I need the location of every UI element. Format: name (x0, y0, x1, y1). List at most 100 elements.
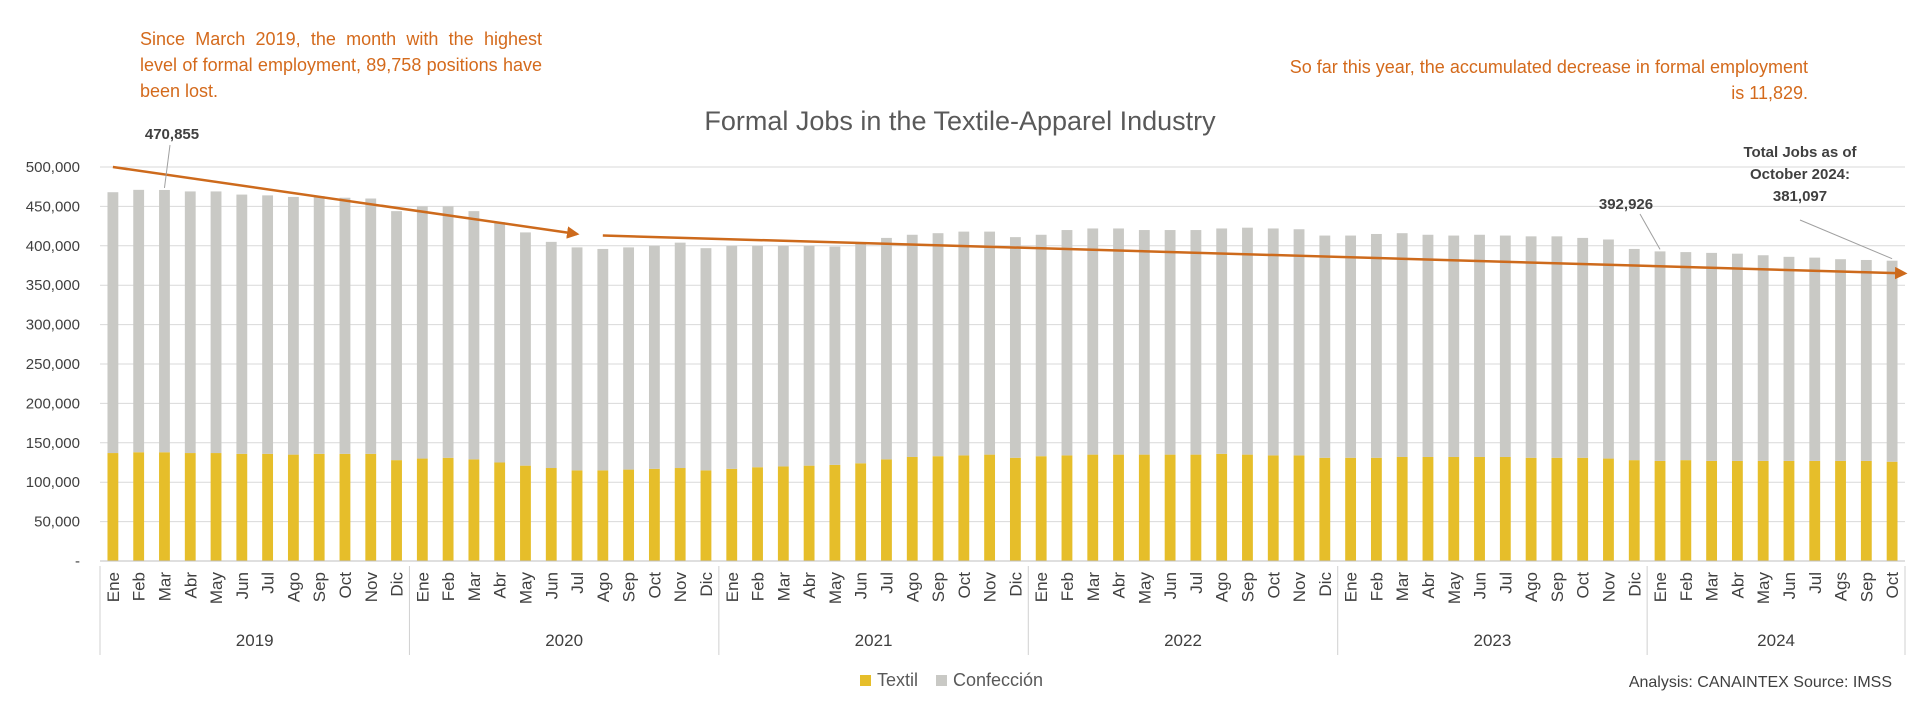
bar-textil (442, 457, 454, 561)
bar-confeccion (906, 234, 918, 457)
x-tick-month: Oct (1574, 572, 1593, 599)
bar-textil (1293, 455, 1305, 561)
x-tick-month: Jul (1187, 572, 1206, 594)
x-tick-year: 2022 (1164, 631, 1202, 650)
bar-textil (1551, 457, 1563, 561)
x-tick-month: Mar (1703, 572, 1722, 602)
bar-confeccion (1009, 237, 1021, 458)
bar-confeccion (1190, 230, 1202, 455)
bar-textil (1886, 461, 1898, 561)
bar-confeccion (1551, 236, 1563, 458)
bar-confeccion (1267, 228, 1279, 456)
bar-confeccion (494, 222, 506, 463)
bar-confeccion (1087, 228, 1099, 455)
bar-textil (545, 468, 557, 561)
bar-textil (726, 468, 738, 561)
x-tick-month: Sep (929, 572, 948, 602)
bar-confeccion (1422, 234, 1434, 457)
annotation-right: So far this year, the accumulated decrea… (1289, 57, 1808, 103)
x-tick-month: Abr (181, 572, 200, 599)
x-tick-month: Oct (1883, 572, 1902, 599)
bar-confeccion (210, 191, 222, 454)
bar-confeccion (1731, 253, 1743, 461)
x-tick-month: Nov (1599, 572, 1618, 603)
x-tick-year: 2021 (855, 631, 893, 650)
bar-confeccion (571, 247, 583, 471)
x-tick-month: Dic (697, 572, 716, 597)
x-tick-month: May (1445, 572, 1464, 605)
x-tick-month: Ago (903, 572, 922, 602)
bar-textil (1809, 460, 1821, 561)
bar-confeccion (442, 206, 454, 458)
x-tick-month: Feb (1367, 572, 1386, 601)
x-tick-month: Dic (1316, 572, 1335, 597)
bar-confeccion (700, 248, 712, 471)
bar-textil (1138, 454, 1150, 561)
x-tick-month: Jul (1496, 572, 1515, 594)
bar-confeccion (365, 198, 377, 454)
source-note: Analysis: CANAINTEX Source: IMSS (1628, 674, 1892, 691)
x-tick-month: Nov (362, 572, 381, 603)
x-tick-month: Sep (1238, 572, 1257, 602)
bar-textil (1216, 453, 1228, 561)
bar-confeccion (1345, 235, 1357, 458)
y-tick-label: 50,000 (34, 514, 80, 531)
bar-textil (184, 453, 196, 561)
bar-confeccion (1886, 260, 1898, 462)
bar-textil (881, 459, 892, 561)
bar-textil (262, 453, 274, 561)
bar-textil (932, 456, 944, 561)
x-tick-month: Jun (1471, 572, 1490, 599)
bar-textil (133, 452, 145, 561)
x-tick-month: May (516, 572, 535, 605)
bar-confeccion (597, 248, 609, 471)
bar-textil (1267, 455, 1279, 561)
x-tick-month: Ago (594, 572, 613, 602)
bar-confeccion (623, 247, 635, 470)
x-tick-month: Ene (1651, 572, 1670, 602)
bar-textil (1706, 460, 1718, 561)
bar-confeccion (1783, 256, 1795, 461)
bar-textil (1860, 460, 1872, 561)
bar-textil (1061, 455, 1073, 561)
bar-confeccion (159, 189, 170, 453)
bar-confeccion (1061, 230, 1073, 456)
x-tick-month: Sep (310, 572, 329, 602)
legend-item-textil: Textil (860, 670, 918, 691)
bar-textil (1164, 454, 1176, 561)
bar-confeccion (726, 245, 738, 469)
bar-confeccion (1860, 259, 1872, 461)
bar-confeccion (1628, 248, 1640, 461)
bar-textil (674, 468, 686, 561)
bar-textil (1242, 454, 1253, 561)
leader-line (1799, 219, 1893, 260)
x-tick-month: Nov (671, 572, 690, 603)
bar-confeccion (984, 231, 996, 455)
leader-line (1639, 213, 1661, 250)
x-tick-month: Ene (1032, 572, 1051, 602)
bar-textil (1396, 456, 1408, 561)
y-tick-label: 100,000 (26, 474, 80, 491)
y-tick-label: 400,000 (26, 238, 80, 255)
bar-textil (803, 465, 815, 561)
trend-arrow (602, 234, 1908, 280)
x-tick-month: Mar (1084, 572, 1103, 602)
x-tick-month: Dic (388, 572, 407, 597)
y-tick-label: 300,000 (26, 317, 80, 334)
x-tick-month: Nov (1290, 572, 1309, 603)
x-tick-month: Jul (1806, 572, 1825, 594)
x-tick-month: Feb (1058, 572, 1077, 601)
bar-confeccion (1035, 234, 1047, 457)
x-tick-month: Jun (233, 572, 252, 599)
bar-textil (1835, 460, 1846, 561)
bar-confeccion (1396, 233, 1408, 457)
value-label-total-line3: 381,097 (1773, 188, 1827, 205)
x-tick-month: Abr (1728, 572, 1747, 599)
bar-confeccion (236, 194, 248, 454)
bar-confeccion (1319, 235, 1331, 458)
bar-confeccion (416, 206, 428, 459)
bar-confeccion (1706, 252, 1718, 461)
bar-textil (1035, 456, 1047, 561)
bar-confeccion (1448, 235, 1460, 457)
bar-textil (287, 454, 299, 561)
